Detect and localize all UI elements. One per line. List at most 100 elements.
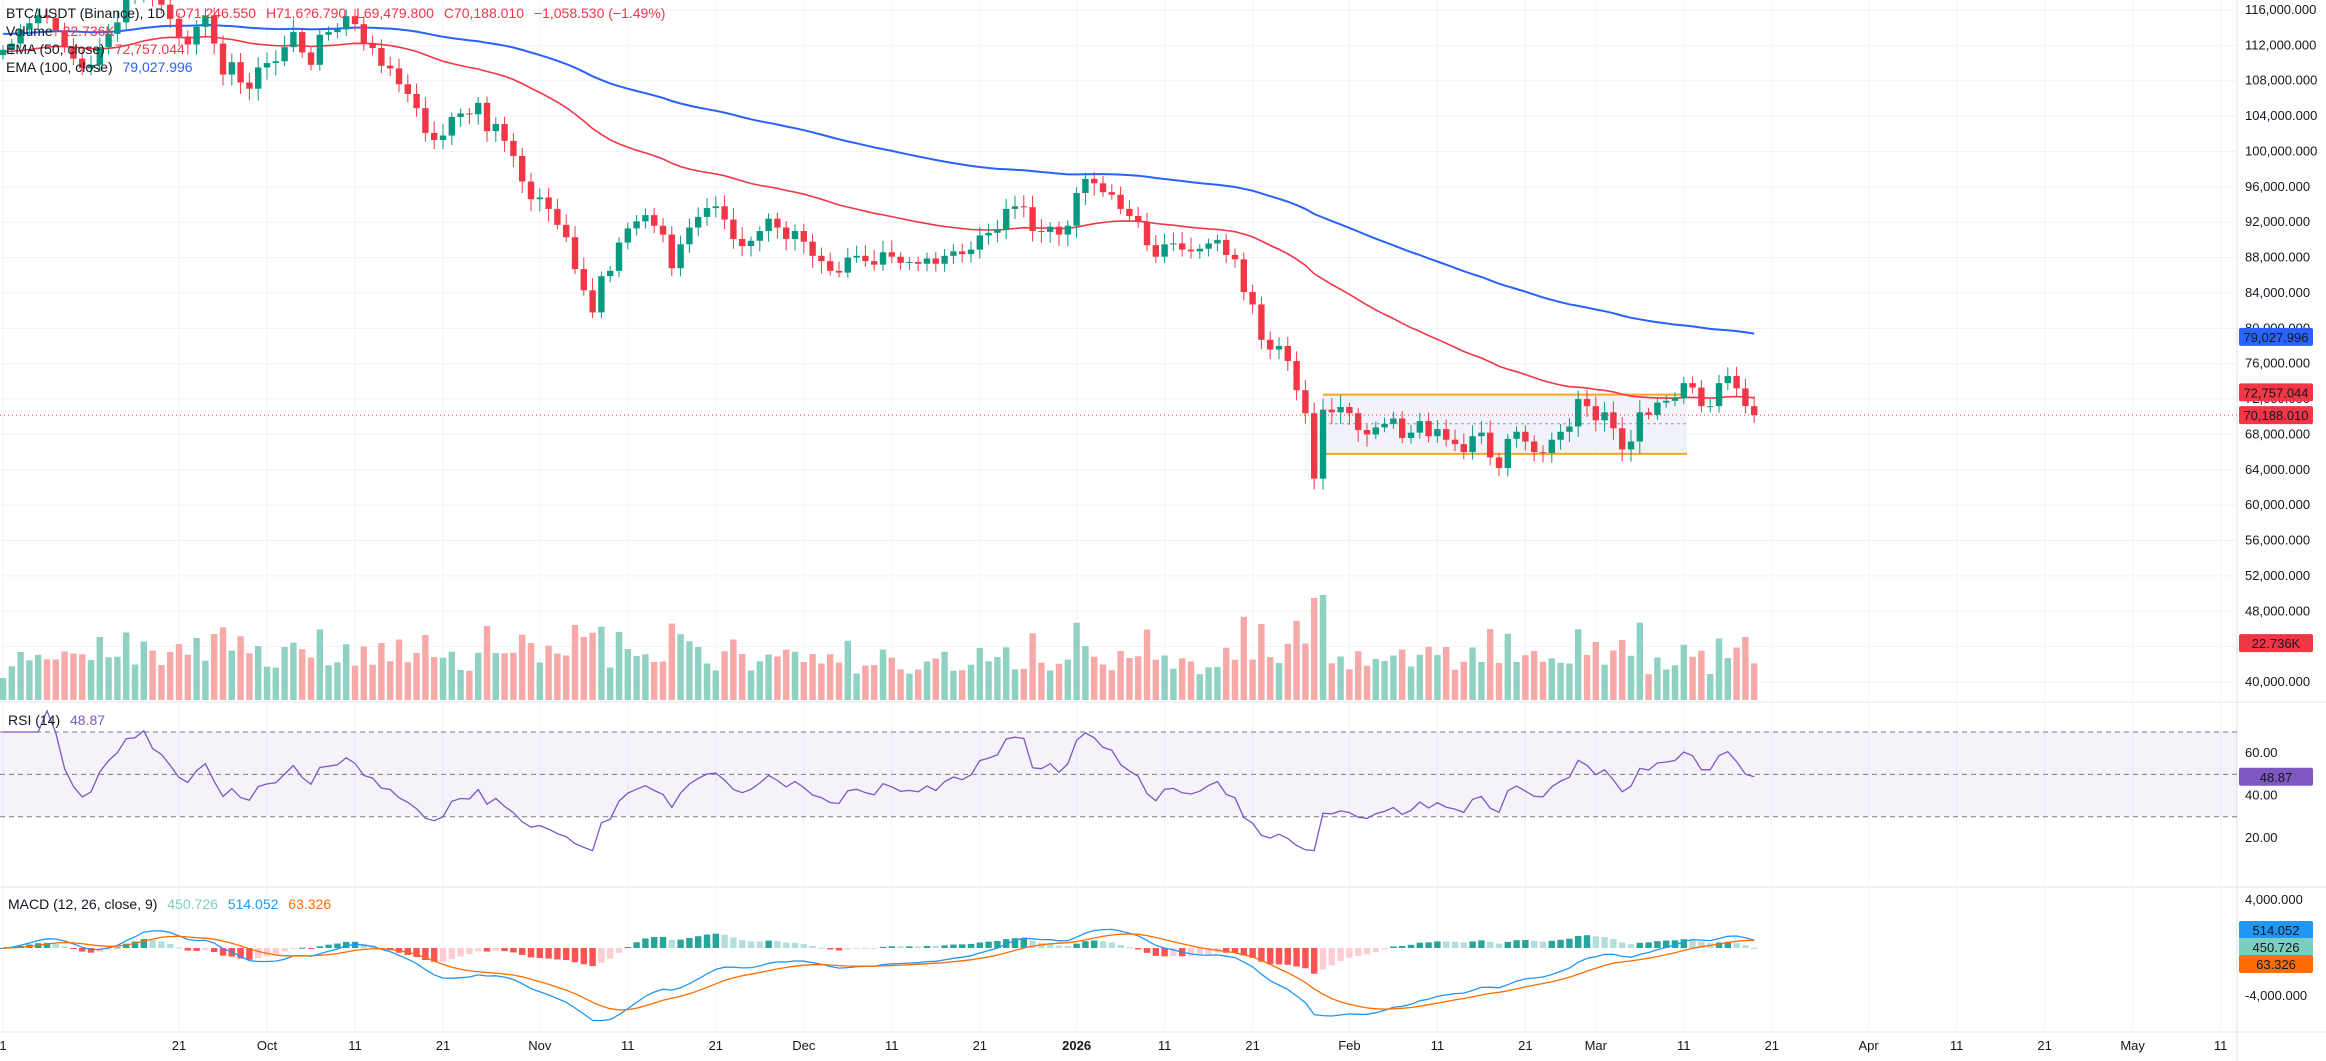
volume-bar	[765, 654, 772, 700]
volume-bar	[219, 627, 227, 700]
macd-hist-bar	[1399, 946, 1406, 948]
volume-bar	[1592, 642, 1599, 700]
volume-bar	[1073, 622, 1080, 700]
volume-bar	[1724, 658, 1731, 700]
macd-hist-bar	[932, 946, 939, 948]
x-tick-label-5: Nov	[528, 1038, 552, 1053]
volume-bar	[994, 657, 1001, 700]
y-tick-label-14: 60,000.000	[2245, 497, 2310, 512]
volume-bar	[633, 656, 640, 700]
x-tick-label-3: 11	[348, 1038, 362, 1053]
macd-tick-0: 4,000.000	[2245, 892, 2303, 907]
volume-bar	[1135, 656, 1142, 700]
volume-bar	[1416, 654, 1423, 700]
x-tick-label-10: 21	[973, 1038, 987, 1053]
price-badge-label-3: 22.736K	[2252, 636, 2301, 651]
candle-body	[193, 26, 200, 45]
volume-bar	[730, 639, 737, 700]
candle-body	[1214, 239, 1221, 244]
ohlc-high: H71,6?6.790	[265, 5, 347, 21]
candle-body	[527, 181, 535, 200]
volume-bar	[369, 664, 376, 700]
candle-body	[343, 16, 350, 30]
ema100-legend[interactable]: EMA (100, close) 79,027.996	[6, 58, 199, 76]
macd-badge-label-1: 450.726	[2253, 940, 2300, 955]
ema50-legend[interactable]: EMA (50, close) 72,757.044	[6, 40, 191, 58]
volume-bar	[862, 665, 869, 700]
macd-hist-bar	[1742, 945, 1749, 948]
macd-hist-bar	[950, 944, 957, 948]
macd-hist-bar	[158, 941, 165, 948]
volume-bar	[589, 632, 596, 700]
candle-body	[43, 15, 51, 18]
volume-legend[interactable]: Volume 22.736K	[6, 22, 121, 40]
candle-body	[61, 30, 68, 47]
candle-body	[1513, 431, 1520, 439]
candle-body	[730, 219, 737, 240]
candle-body	[1249, 292, 1256, 305]
volume-bar	[1627, 655, 1635, 700]
macd-hist-bar	[756, 941, 763, 948]
macd-hist-bar	[1495, 943, 1503, 948]
macd-badge-0	[2239, 921, 2313, 939]
macd-hist-bar	[1416, 942, 1423, 948]
candle-body	[1416, 421, 1423, 433]
candle-body	[52, 17, 59, 31]
volume-bar	[1223, 647, 1230, 700]
volume-bar	[1610, 650, 1617, 700]
candle-body	[1425, 421, 1432, 437]
candle-body	[457, 113, 464, 117]
macd-hist-bar	[131, 941, 139, 948]
volume-bar	[668, 623, 675, 700]
volume-bar	[545, 645, 552, 700]
rsi-legend[interactable]: RSI (14) 48.87	[8, 712, 105, 728]
candle-body	[387, 65, 394, 69]
volume-bar	[1363, 665, 1371, 700]
macd-hist-bar	[571, 948, 579, 963]
candle-body	[1654, 402, 1661, 415]
volume-bar	[747, 670, 755, 700]
macd-hist-bar	[439, 948, 447, 962]
macd-hist-bar	[1698, 941, 1705, 948]
candle-body	[1135, 216, 1142, 223]
macd-hist-bar	[1724, 941, 1731, 948]
volume-bar	[1372, 659, 1379, 700]
candle-body	[228, 62, 235, 75]
volume-bar	[651, 662, 658, 700]
macd-hist-bar	[677, 939, 684, 948]
macd-hist-bar	[686, 938, 693, 948]
ema100-label: EMA (100, close)	[6, 59, 113, 75]
macd-hist-bar	[1566, 938, 1573, 948]
volume-bar	[1267, 657, 1274, 700]
y-tick-label-13: 64,000.000	[2245, 462, 2310, 477]
x-tick-label-13: 21	[1245, 1038, 1259, 1053]
volume-bar	[1425, 646, 1432, 700]
price-badge-label-1: 72,757.044	[2243, 385, 2308, 400]
volume-bar	[378, 643, 385, 700]
symbol-label[interactable]: BTC/USDT (Binance), 1D	[6, 5, 166, 21]
volume-bar	[492, 653, 499, 700]
candle-body	[994, 229, 1001, 233]
macd-hist-bar	[211, 948, 218, 952]
macd-legend[interactable]: MACD (12, 26, close, 9) 450.726 514.052 …	[8, 896, 331, 912]
volume-bar	[1557, 662, 1564, 700]
macd-hist-bar	[1047, 943, 1054, 948]
volume-bar	[1275, 663, 1283, 700]
candle-body	[1407, 432, 1415, 438]
volume-bar	[167, 652, 174, 700]
candle-body	[8, 43, 15, 50]
macd-hist-bar	[774, 940, 781, 948]
macd-hist-bar	[1583, 935, 1591, 948]
candle-body	[747, 240, 755, 247]
volume-bar	[1020, 668, 1027, 700]
volume-bar	[1355, 651, 1362, 700]
macd-hist-bar	[659, 936, 667, 948]
x-tick-label-9: 11	[885, 1038, 899, 1053]
candle-body	[299, 32, 306, 53]
volume-bar	[950, 670, 957, 700]
macd-hist-bar	[642, 938, 649, 948]
volume-bar	[422, 635, 429, 700]
candle-body	[1751, 406, 1758, 416]
macd-hist-bar	[1082, 941, 1089, 948]
